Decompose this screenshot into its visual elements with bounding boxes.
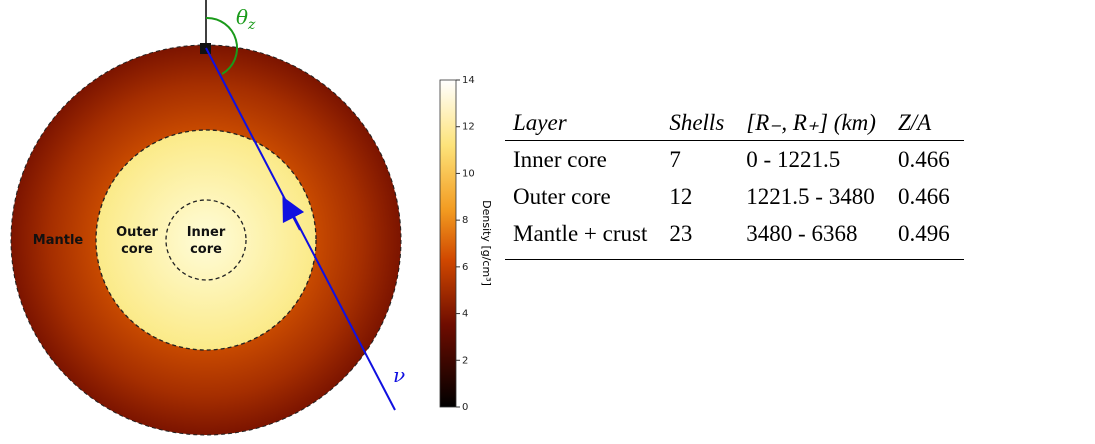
- cell: 7: [661, 141, 738, 179]
- inner-core-label: Inner core: [180, 224, 232, 258]
- cell: Inner core: [505, 141, 661, 179]
- colorbar-tick-label: 14: [462, 75, 475, 86]
- cell: 23: [661, 215, 738, 260]
- page: θz ν Density [g/cm³] 0 2 4 6 8 10 12 14 Mantle …: [0, 0, 1095, 444]
- cell: 1221.5 - 3480: [738, 178, 890, 215]
- cell: 0.496: [890, 215, 964, 260]
- cell: 0 - 1221.5: [738, 141, 890, 179]
- cell: Mantle + crust: [505, 215, 661, 260]
- outer-core-label: Outer core: [110, 224, 164, 258]
- colorbar-tick-label: 2: [462, 355, 468, 366]
- mantle-label: Mantle: [30, 232, 86, 249]
- header-row: Layer Shells [R₋, R₊] (km) Z/A: [505, 106, 964, 141]
- colorbar-tick-label: 12: [462, 122, 475, 133]
- zenith-symbol: θ: [236, 5, 248, 29]
- colorbar-tick-label: 4: [462, 309, 468, 320]
- colorbar-tick-label: 8: [462, 215, 468, 226]
- header-cell: Shells: [661, 106, 738, 141]
- colorbar-label: Density [g/cm³]: [480, 200, 493, 286]
- colorbar-tick-label: 6: [462, 262, 468, 273]
- layer-table: Layer Shells [R₋, R₊] (km) Z/A Inner cor…: [505, 106, 964, 260]
- cell: 3480 - 6368: [738, 215, 890, 260]
- colorbar-tick-label: 10: [462, 168, 475, 179]
- cell: 0.466: [890, 141, 964, 179]
- colorbar-tick-label: 0: [462, 402, 468, 413]
- header-cell: [R₋, R₊] (km): [738, 106, 890, 141]
- zenith-subscript: z: [247, 17, 256, 33]
- cell: 12: [661, 178, 738, 215]
- neutrino-label: ν: [393, 363, 405, 387]
- header-cell: Z/A: [890, 106, 964, 141]
- colorbar-ticks: 0 2 4 6 8 10 12 14: [456, 75, 475, 413]
- cell: Outer core: [505, 178, 661, 215]
- header-cell: Layer: [505, 106, 661, 141]
- colorbar: [440, 80, 456, 407]
- cell: 0.466: [890, 178, 964, 215]
- zenith-label: θz: [236, 5, 256, 33]
